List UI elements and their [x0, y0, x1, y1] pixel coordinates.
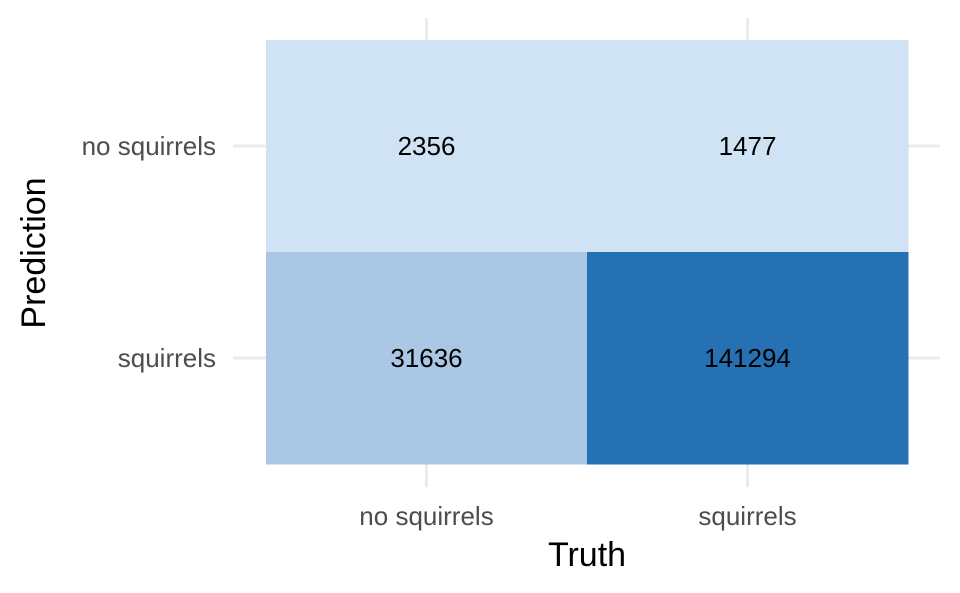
y-tick-label: squirrels	[118, 343, 216, 373]
heatmap-cell	[266, 252, 588, 465]
cell-value-label: 31636	[390, 343, 462, 373]
x-tick-label: squirrels	[698, 501, 796, 531]
heatmap-cells	[266, 40, 909, 465]
y-tick-label: no squirrels	[82, 131, 216, 161]
cell-value-labels: 2356 1477 31636 141294	[390, 131, 791, 373]
x-axis-tick-labels: no squirrels squirrels	[359, 501, 796, 531]
y-axis-tick-labels: no squirrels squirrels	[82, 131, 216, 373]
x-tick-label: no squirrels	[359, 501, 493, 531]
cell-value-label: 141294	[704, 343, 791, 373]
cell-value-label: 2356	[398, 131, 456, 161]
heatmap-cell	[266, 40, 588, 253]
y-axis-title: Prediction	[15, 177, 53, 328]
cell-value-label: 1477	[719, 131, 777, 161]
heatmap-cell	[587, 252, 909, 465]
heatmap-cell	[587, 40, 909, 253]
x-axis-title: Truth	[548, 536, 626, 574]
